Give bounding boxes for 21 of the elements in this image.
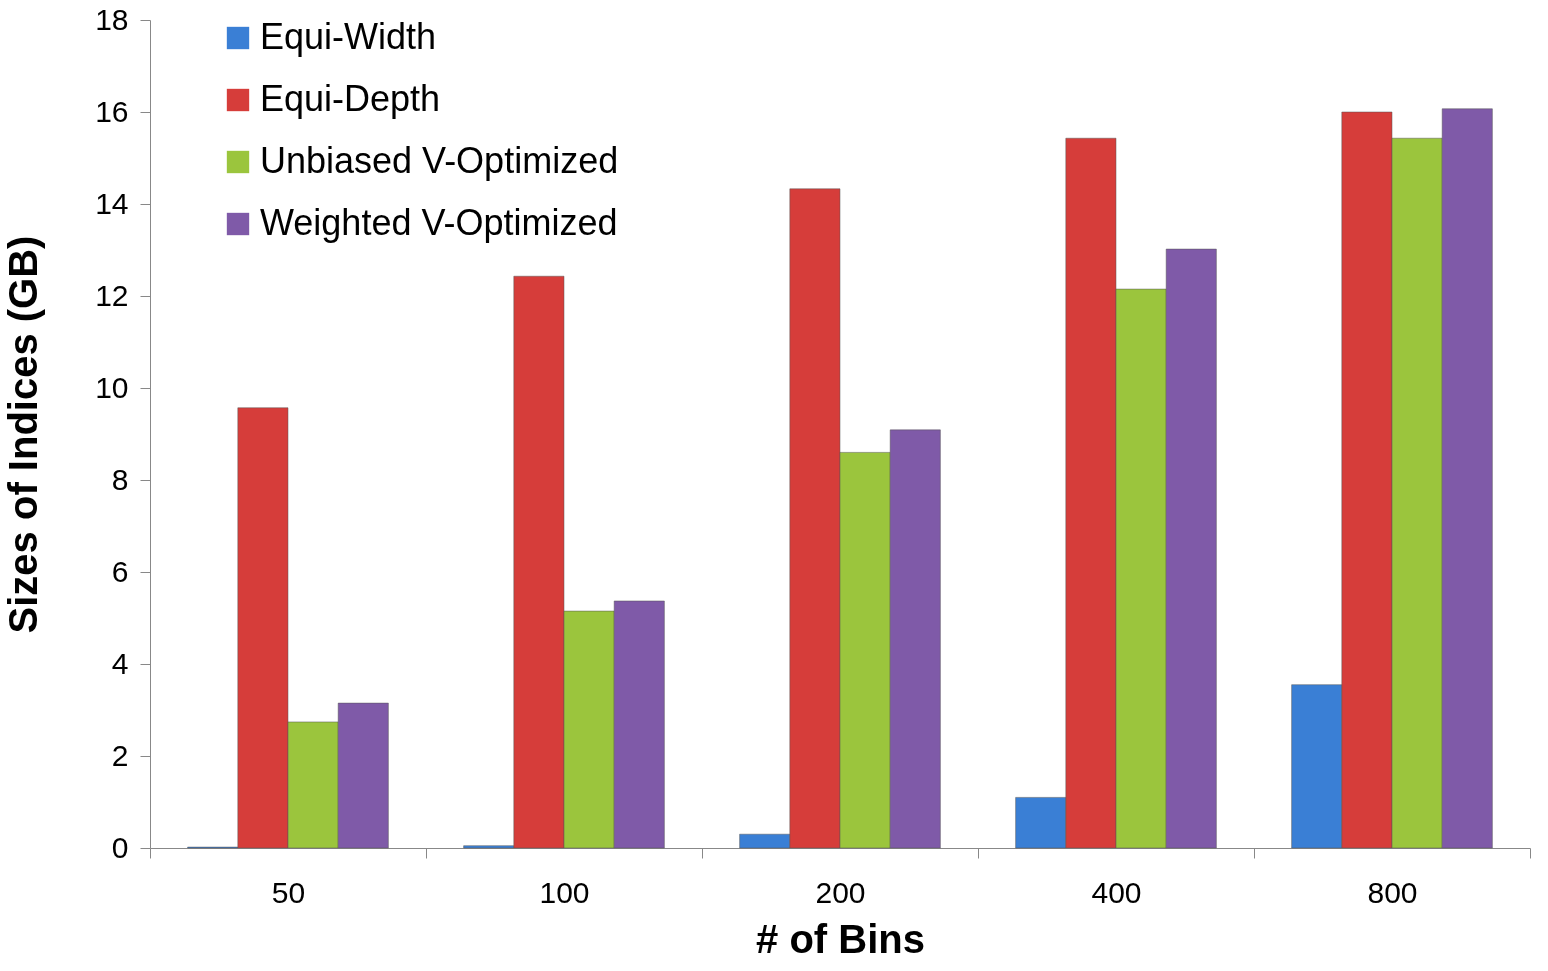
legend-label: Equi-Width xyxy=(260,16,437,57)
legend-label: Weighted V-Optimized xyxy=(260,202,618,243)
x-tick-label: 400 xyxy=(1091,875,1142,909)
x-tick-label: 50 xyxy=(271,875,306,909)
y-tick-label: 12 xyxy=(95,278,129,312)
y-tick-label: 4 xyxy=(111,646,129,680)
x-axis-title: # of Bins xyxy=(756,916,925,961)
y-tick-label: 2 xyxy=(111,738,129,772)
y-tick-label: 10 xyxy=(95,370,129,404)
y-tick-label: 0 xyxy=(111,830,129,864)
x-tick-label: 800 xyxy=(1367,875,1418,909)
y-tick-label: 16 xyxy=(95,94,129,128)
y-axis-title: Sizes of Indices (GB) xyxy=(1,235,46,634)
y-tick-label: 8 xyxy=(111,462,129,496)
y-tick-label: 18 xyxy=(95,2,129,36)
y-tick-label: 6 xyxy=(111,554,129,588)
x-tick-label: 200 xyxy=(815,875,866,909)
x-tick-label: 100 xyxy=(539,875,590,909)
y-tick-label: 14 xyxy=(95,186,129,220)
legend-label: Unbiased V-Optimized xyxy=(260,140,619,181)
legend-label: Equi-Depth xyxy=(260,78,441,119)
